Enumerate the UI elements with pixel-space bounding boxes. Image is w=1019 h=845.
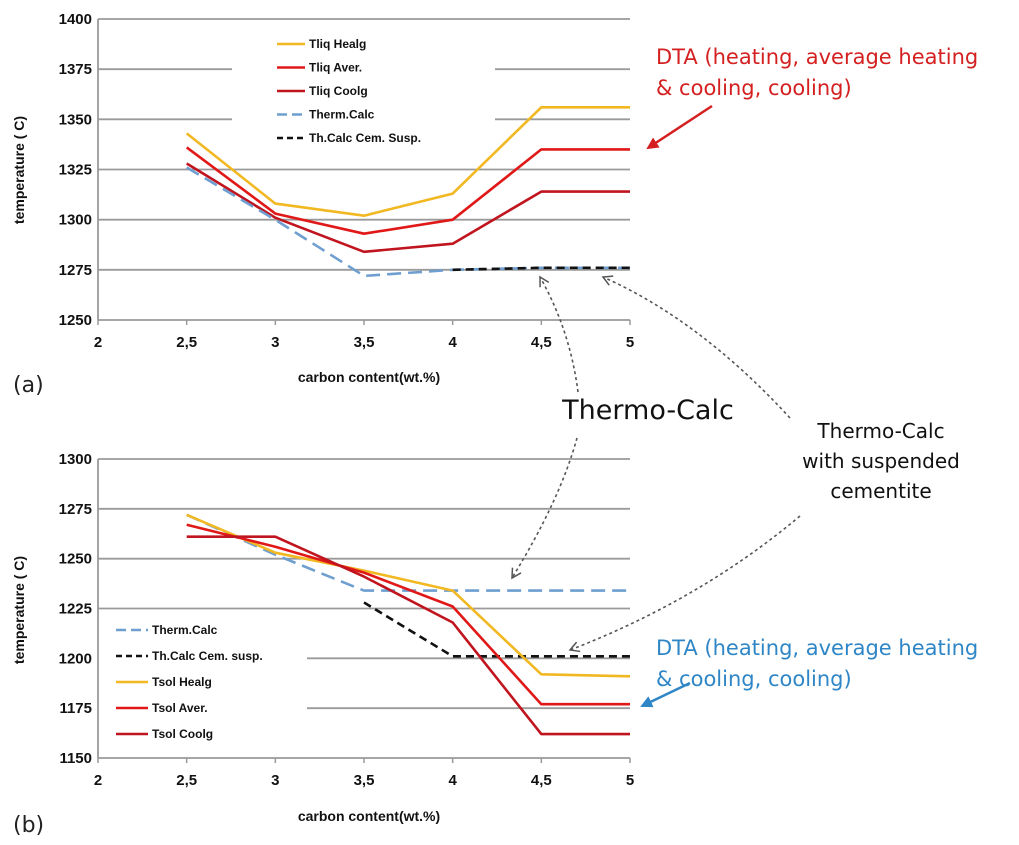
- series-line: [186, 523, 630, 706]
- y-tick-label: 1400: [59, 11, 92, 28]
- x-tick-label: 5: [626, 772, 634, 789]
- y-tick-label: 1350: [59, 111, 92, 128]
- annotation-dta-bottom: DTA (heating, average heating: [656, 636, 978, 660]
- y-tick-label: 1300: [59, 451, 92, 468]
- annotation-thermo-calc-susp: cementite: [830, 479, 931, 503]
- annotations: DTA (heating, average heating & cooling, …: [511, 45, 978, 708]
- legend-label: Tliq Coolg: [309, 84, 368, 98]
- x-tick-label: 2,5: [176, 334, 197, 351]
- series-line: [186, 162, 630, 254]
- arrow-susp-bottom: [568, 515, 801, 653]
- legend-label: Th.Calc Cem. Susp.: [309, 131, 421, 145]
- y-tick-label: 1200: [59, 650, 92, 667]
- arrow-thermo-calc-bottom: [511, 437, 578, 580]
- series-line: [185, 146, 630, 235]
- series-line: [186, 513, 631, 678]
- legend-label: Tsol Aver.: [152, 701, 208, 715]
- y-axis-label: temperature ( C): [11, 556, 27, 664]
- y-axis-label: temperature ( C): [11, 116, 27, 224]
- annotation-dta-top: & cooling, cooling): [656, 76, 852, 100]
- panel-label: (b): [13, 813, 44, 838]
- x-tick-label: 2: [94, 334, 102, 351]
- series-line: [185, 106, 630, 217]
- x-tick-label: 2,5: [176, 772, 197, 789]
- series-line: [186, 535, 630, 736]
- annotation-thermo-calc-susp: Thermo-Calc: [816, 419, 944, 443]
- arrow-thermo-calc-top: [539, 275, 579, 393]
- y-tick-label: 1225: [59, 601, 92, 618]
- arrow-dta-bottom: [640, 681, 691, 708]
- x-tick-label: 4,5: [531, 772, 552, 789]
- panel-b-chart: 1150 1175 1200 1225 1250 1275 1300 2 2,5 3 3,5 4 4,5…: [11, 451, 634, 838]
- x-axis-label: carbon content(wt.%): [298, 808, 440, 824]
- y-tick-label: 1325: [59, 162, 92, 179]
- arrow-dta-top: [646, 104, 713, 150]
- panel-label: (a): [13, 373, 44, 398]
- annotation-thermo-calc-susp: with suspended: [802, 449, 960, 473]
- annotation-thermo-calc: Thermo-Calc: [561, 395, 734, 426]
- legend-label: Therm.Calc: [309, 108, 375, 122]
- series-line: [186, 513, 630, 592]
- legend-label: Tliq Aver.: [309, 61, 362, 75]
- y-tick-label: 1275: [59, 501, 92, 518]
- legend-label: Tliq Healg: [309, 37, 366, 51]
- series-line: [452, 266, 630, 272]
- y-tick-label: 1300: [59, 212, 92, 229]
- x-tick-label: 2: [94, 772, 102, 789]
- x-tick-label: 3,5: [354, 772, 375, 789]
- series-line: [363, 601, 630, 658]
- y-tick-label: 1375: [59, 61, 92, 78]
- legend-label: Tsol Healg: [152, 675, 212, 689]
- legend-label: Therm.Calc: [152, 623, 218, 637]
- arrow-susp-top: [601, 275, 791, 419]
- x-tick-label: 4: [448, 334, 457, 351]
- x-tick-label: 4,5: [531, 334, 552, 351]
- x-axis-label: carbon content(wt.%): [298, 369, 440, 385]
- x-tick-label: 4: [448, 772, 457, 789]
- x-tick-label: 3: [271, 772, 279, 789]
- y-tick-label: 1250: [59, 312, 92, 329]
- annotation-dta-bottom: & cooling, cooling): [656, 667, 852, 691]
- y-tick-label: 1175: [59, 700, 92, 717]
- legend-label: Tsol Coolg: [152, 727, 213, 741]
- x-tick-label: 3,5: [354, 334, 375, 351]
- y-tick-label: 1275: [59, 262, 92, 279]
- x-tick-label: 3: [271, 334, 279, 351]
- annotation-dta-top: DTA (heating, average heating: [656, 45, 978, 69]
- y-tick-label: 1250: [59, 551, 92, 568]
- legend-label: Th.Calc Cem. susp.: [152, 649, 263, 663]
- x-tick-label: 5: [626, 334, 634, 351]
- series-line: [186, 166, 630, 278]
- panel-a-chart: 1250 1275 1300 1325 1350 1375 1400 2 2,5 3 3,5 4 4,5…: [11, 11, 634, 398]
- y-tick-label: 1150: [59, 750, 92, 767]
